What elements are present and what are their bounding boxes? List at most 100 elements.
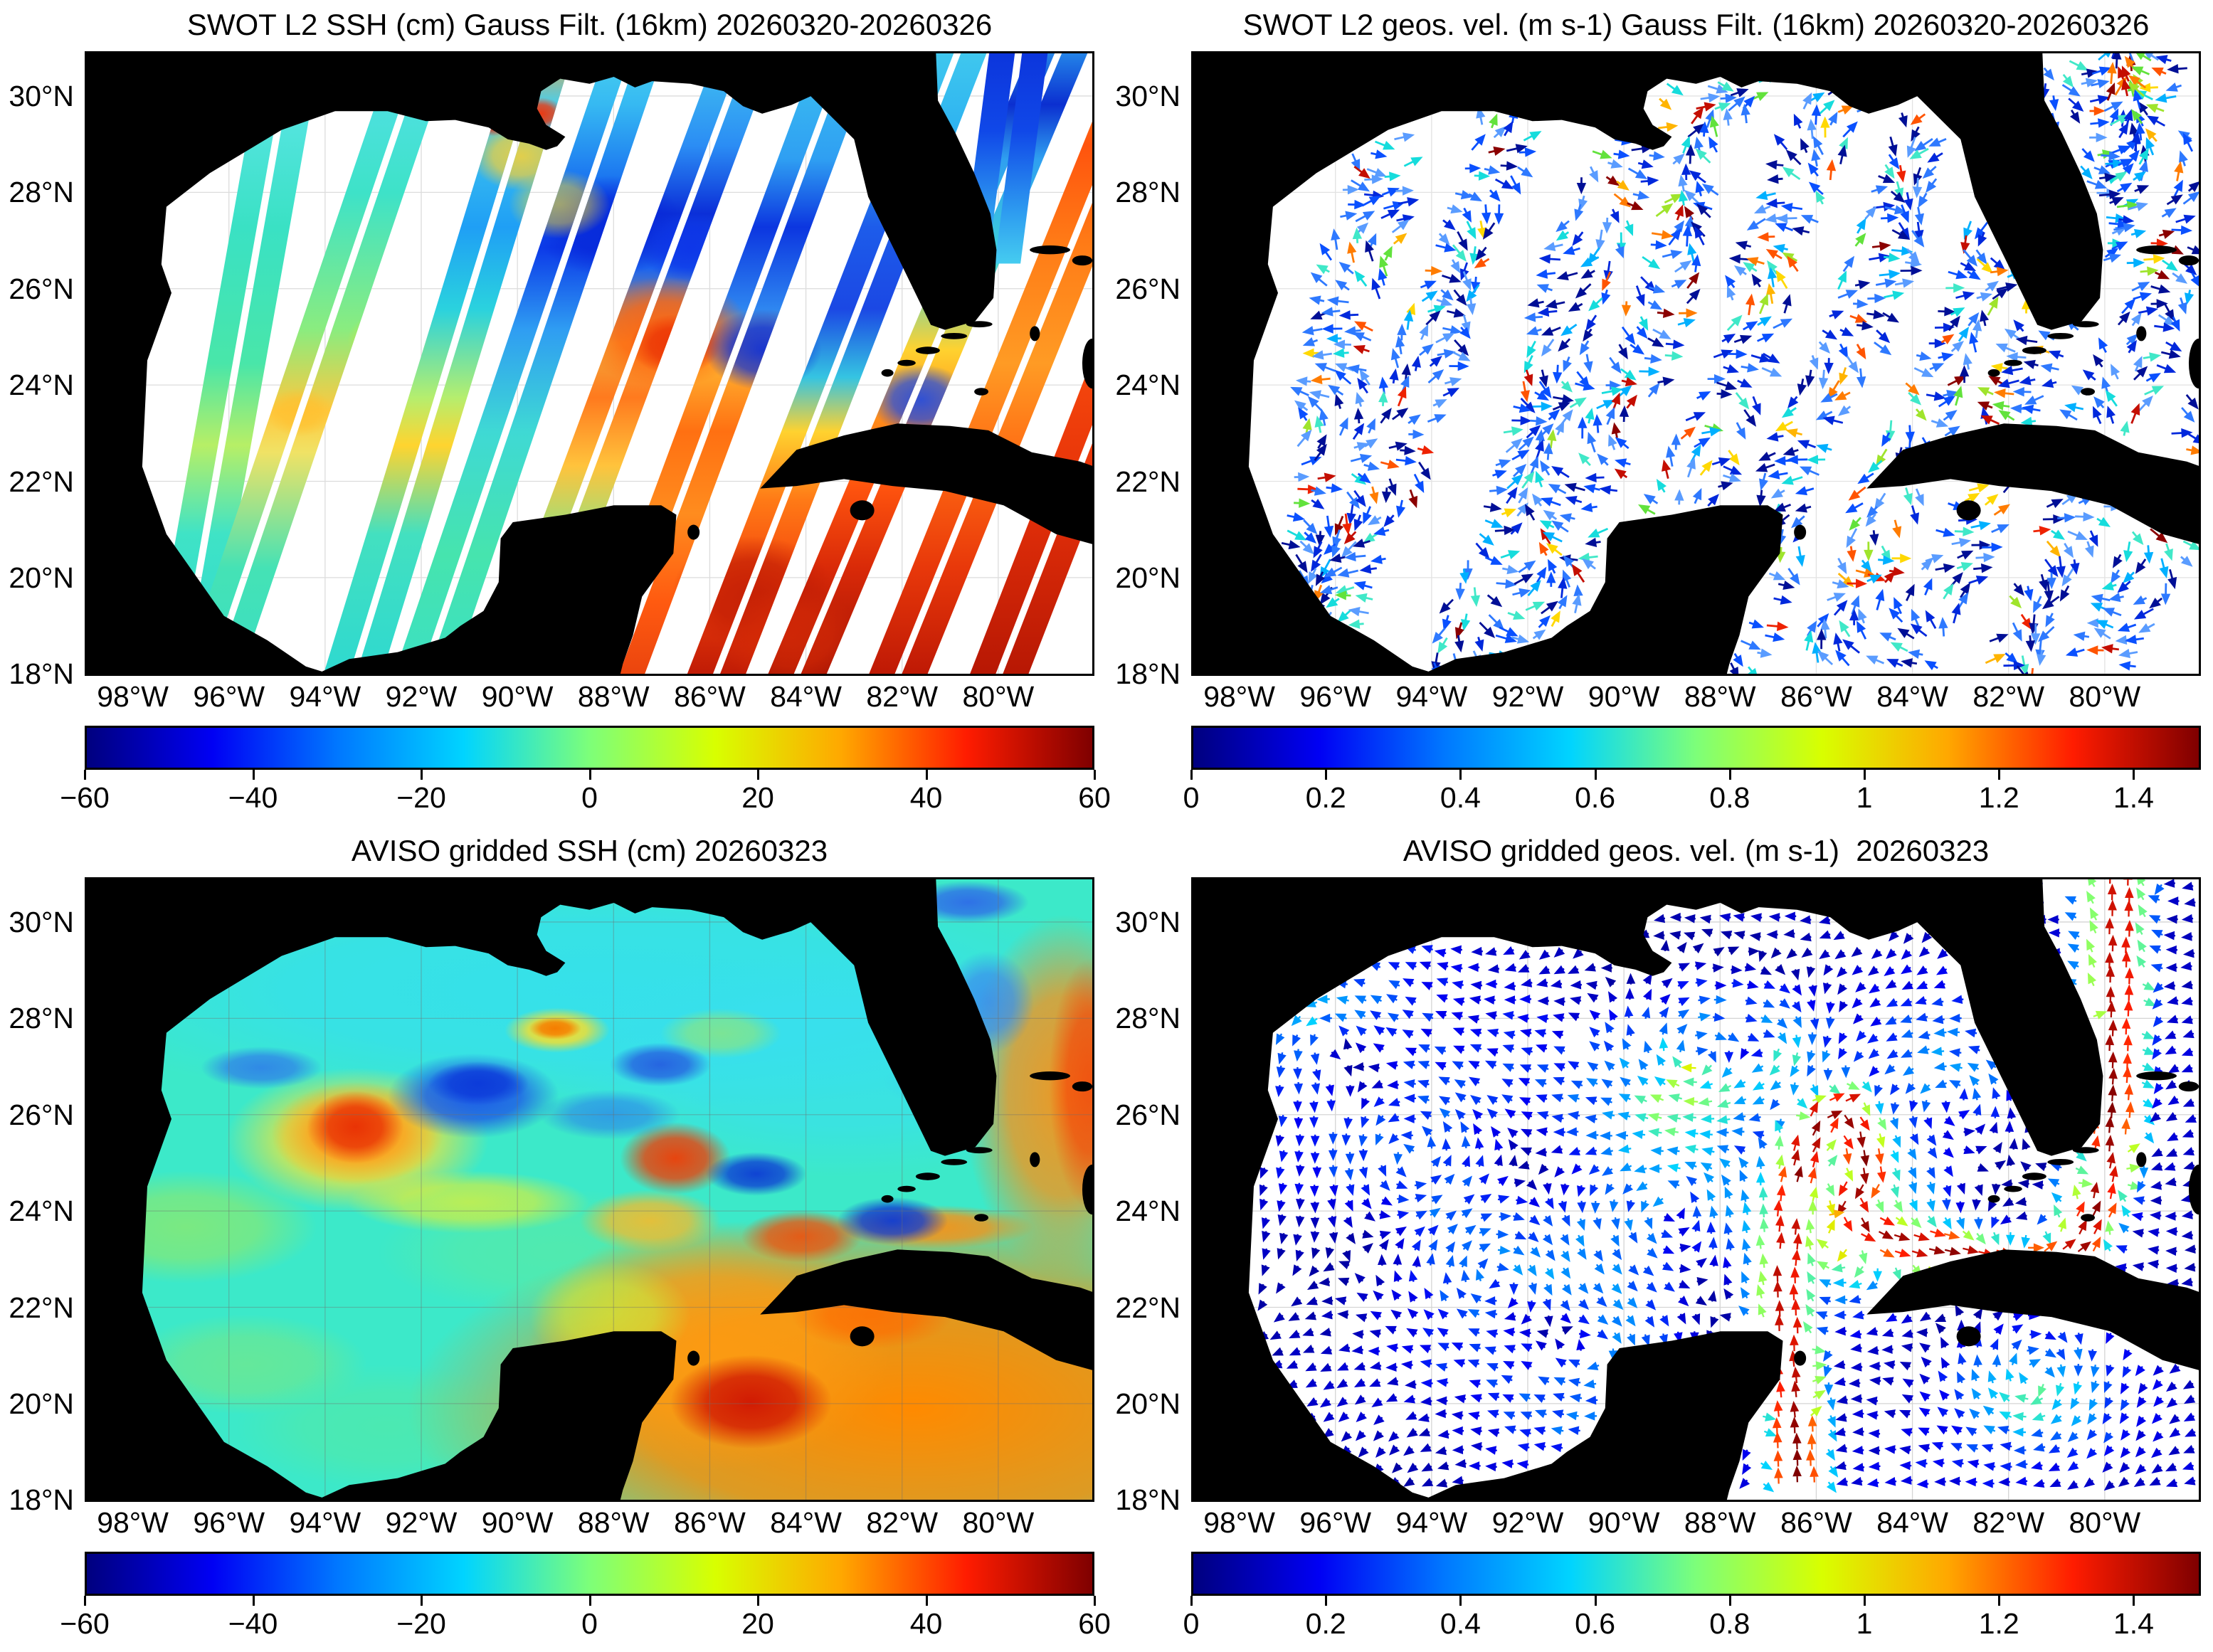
ssh-feature — [428, 1061, 529, 1106]
lat-tick-label: 26°N — [9, 272, 74, 305]
colorbar-tick-mark — [252, 1596, 255, 1606]
colorbar-tick-label: −40 — [228, 1607, 278, 1640]
lat-tick-label: 24°N — [9, 1195, 74, 1228]
lon-tick-label: 82°W — [866, 680, 939, 713]
coastline-cuba — [760, 423, 1094, 545]
lon-tick-label: 84°W — [1876, 680, 1948, 713]
lat-tick-label: 20°N — [9, 561, 74, 594]
lat-tick-label: 18°N — [9, 657, 74, 691]
colorbar-swot-vel — [1191, 726, 2201, 770]
colorbar-tick-mark — [588, 1596, 591, 1606]
colorbar-tick-mark — [2133, 1596, 2135, 1606]
colorbar-tick-label: 0.2 — [1305, 781, 1346, 814]
colorbar-tick-mark — [1325, 770, 1328, 780]
colorbar-tick-label: −20 — [396, 781, 446, 814]
island — [897, 359, 916, 366]
island — [1082, 338, 1094, 389]
lat-tick-label: 24°N — [1115, 369, 1181, 402]
lon-tick-label: 86°W — [674, 680, 746, 713]
colorbar-tick-mark — [421, 770, 423, 780]
colorbar-tick-mark — [1459, 1596, 1462, 1606]
panel-swot-vel: SWOT L2 geos. vel. (m s-1) Gauss Filt. (… — [1106, 0, 2213, 826]
coastline-mainland — [1191, 877, 2103, 1502]
colorbar-tick-mark — [1728, 770, 1731, 780]
lat-tick-label: 20°N — [1115, 561, 1181, 594]
lon-tick-label: 86°W — [1780, 1506, 1852, 1539]
island — [2136, 326, 2147, 341]
lat-tick-label: 30°N — [1115, 905, 1181, 938]
ssh-feature — [705, 1152, 807, 1196]
swath-band — [151, 51, 322, 676]
lat-tick-label: 22°N — [1115, 1291, 1181, 1324]
lon-tick-label: 84°W — [770, 680, 842, 713]
lon-tick-label: 98°W — [1203, 1506, 1275, 1539]
island — [1030, 1071, 1070, 1081]
island — [881, 1195, 894, 1203]
lat-tick-label: 28°N — [1115, 1002, 1181, 1035]
colorbar-tick-label: 0 — [1183, 781, 1200, 814]
colorbar-tick-mark — [1998, 770, 2001, 780]
lon-tick-label: 96°W — [193, 680, 265, 713]
lon-tick-label: 82°W — [866, 1506, 939, 1539]
lon-tick-label: 90°W — [481, 680, 554, 713]
colorbar-tick-label: 0.6 — [1575, 781, 1616, 814]
lat-tick-label: 20°N — [9, 1387, 74, 1420]
aviso-velocity-arrows — [1257, 877, 2197, 1493]
lat-tick-label: 26°N — [1115, 1098, 1181, 1131]
island — [2188, 338, 2201, 389]
island — [687, 1350, 700, 1366]
lat-tick-label: 24°N — [9, 369, 74, 402]
lon-tick-label: 92°W — [385, 1506, 458, 1539]
lon-tick-label: 84°W — [1876, 1506, 1948, 1539]
lat-tick-label: 24°N — [1115, 1195, 1181, 1228]
colorbar-tick-label: 1 — [1856, 781, 1873, 814]
colorbar-tick-mark — [1190, 1596, 1193, 1606]
island — [974, 388, 989, 396]
colorbar-tick-mark — [421, 1596, 423, 1606]
island — [1082, 1164, 1094, 1215]
colorbar-aviso-ssh — [85, 1552, 1094, 1596]
island — [1072, 255, 1093, 266]
lon-tick-label: 98°W — [97, 1506, 169, 1539]
ssh-feature — [670, 1355, 833, 1449]
colorbar-tick-label: 0.4 — [1440, 781, 1481, 814]
colorbar-tick-mark — [1594, 770, 1597, 780]
colorbar-tick-label: −40 — [228, 781, 278, 814]
lat-tick-label: 30°N — [9, 905, 74, 938]
island — [1987, 1195, 2000, 1203]
colorbar-tick-mark — [925, 770, 928, 780]
aviso-vel-map — [1191, 877, 2201, 1502]
lon-tick-label: 80°W — [962, 1506, 1035, 1539]
lat-tick-label: 18°N — [1115, 657, 1181, 691]
swot-ssh-map — [85, 51, 1094, 676]
island — [2022, 346, 2046, 354]
colorbar-tick-label: 60 — [1078, 1607, 1111, 1640]
map-frame — [85, 877, 1094, 1502]
coastline-mainland — [85, 51, 997, 676]
island — [915, 1172, 940, 1180]
ssh-feature — [660, 1008, 782, 1059]
lat-tick-label: 26°N — [9, 1098, 74, 1131]
island — [941, 1158, 968, 1165]
island — [974, 1214, 989, 1222]
lon-tick-label: 94°W — [289, 680, 361, 713]
colorbar-tick-mark — [1459, 770, 1462, 780]
lon-tick-label: 90°W — [1588, 1506, 1660, 1539]
lon-tick-label: 92°W — [1491, 680, 1564, 713]
ssh-feature — [201, 1046, 322, 1089]
island — [966, 321, 993, 328]
lon-tick-label: 96°W — [1299, 680, 1372, 713]
lon-tick-label: 82°W — [1972, 680, 2045, 713]
lat-tick-label: 30°N — [1115, 79, 1181, 112]
island — [1030, 326, 1040, 341]
lat-tick-label: 22°N — [9, 465, 74, 498]
colorbar-tick-label: 0 — [581, 1607, 598, 1640]
panel-title-swot-ssh: SWOT L2 SSH (cm) Gauss Filt. (16km) 2026… — [186, 8, 993, 41]
colorbar-tick-label: 0.8 — [1709, 781, 1750, 814]
colorbar-tick-label: −60 — [60, 1607, 110, 1640]
colorbar-tick-label: 0.2 — [1305, 1607, 1346, 1640]
ssh-feature — [837, 1197, 949, 1245]
island — [915, 346, 940, 354]
colorbar-tick-label: 0.4 — [1440, 1607, 1481, 1640]
